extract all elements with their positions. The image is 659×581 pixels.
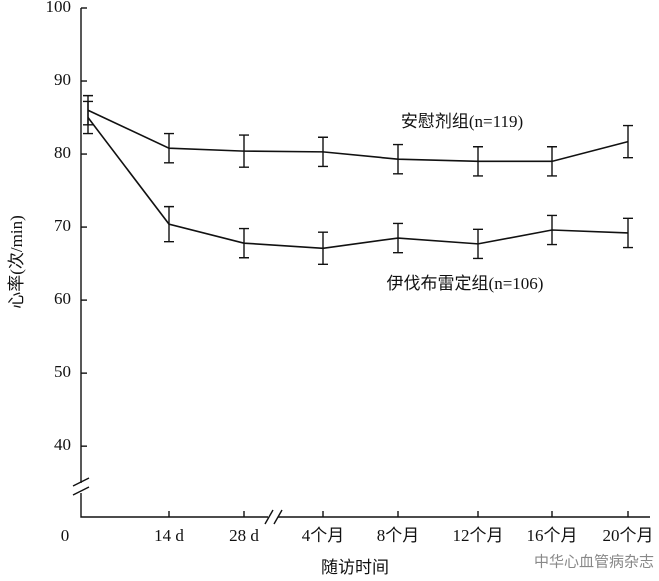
x-tick-label: 14 d [154,526,184,545]
x-tick-label: 16个月 [527,526,578,545]
series-label: 伊伐布雷定组(n=106) [387,274,544,293]
x-axis-title: 随访时间 [321,558,389,577]
error-bar [164,132,174,164]
y-tick-label: 60 [54,289,71,308]
x-break [264,509,283,525]
error-bar [623,124,633,159]
x-tick-label: 12个月 [453,526,504,545]
y-tick-label: 90 [54,70,71,89]
error-bar [164,205,174,243]
x-tick-label: 28 d [229,526,259,545]
y-tick-label: 70 [54,216,71,235]
series-line [87,109,629,163]
y-break [72,477,90,496]
x-tick-label: 4个月 [302,526,345,545]
error-bar [393,222,403,254]
error-bar [473,228,483,260]
error-bar [547,146,557,177]
y-tick-label: 80 [54,143,71,162]
series-line [87,117,629,250]
error-bar [318,136,328,168]
error-bar [473,146,483,177]
error-bar [393,143,403,175]
error-bar [623,217,633,249]
error-bar [83,100,93,135]
x-tick-label: 20个月 [603,526,654,545]
error-bar [239,134,249,168]
x-tick-label: 8个月 [377,526,420,545]
y-tick-label: 50 [54,362,71,381]
y-axis [80,8,650,518]
series-label: 安慰剂组(n=119) [401,112,523,131]
y-tick-label: 100 [46,0,72,16]
y-axis-title: 心率(次/min) [7,215,26,309]
watermark: 中华心血管病杂志 [534,553,654,570]
error-bar [239,227,249,259]
y-tick-label: 40 [54,435,71,454]
origin-label: 0 [61,526,70,545]
error-bar [547,214,557,246]
error-bar [318,231,328,266]
